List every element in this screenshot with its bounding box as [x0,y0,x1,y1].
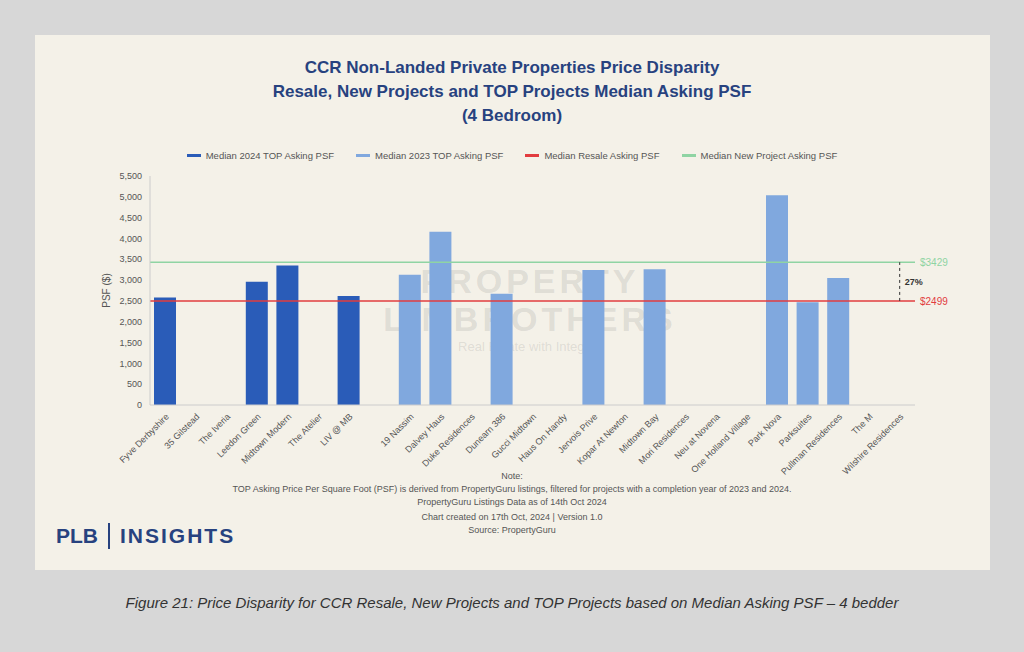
html-text:PROPERTY: PROPERTY [420,262,640,300]
svg-text:5,500: 5,500 [119,171,142,181]
svg-text:19 Nassim: 19 Nassim [378,411,416,449]
svg-text:3,000: 3,000 [119,275,142,285]
svg-text:$3429: $3429 [920,257,948,268]
html-text:LIMBROTHERS: LIMBROTHERS [383,300,677,338]
svg-text:3,500: 3,500 [119,254,142,264]
svg-text:PSF ($): PSF ($) [101,273,112,307]
svg-text:27%: 27% [905,277,923,287]
html-text:PropertyGuru Listings Data as: PropertyGuru Listings Data as of 14th Oc… [417,497,607,507]
html-text:Median 2023 TOP Asking PSF: Median 2023 TOP Asking PSF [375,150,504,161]
svg-text:Gucci Midtown: Gucci Midtown [489,411,539,461]
svg-text:Fyve Derbyshire: Fyve Derbyshire [118,412,171,465]
svg-text:Duke Residences: Duke Residences [420,411,477,468]
svg-text:Midtown Bay: Midtown Bay [617,411,661,456]
svg-text:Mori Residences: Mori Residences [637,411,692,466]
svg-text:Leedon Green: Leedon Green [215,411,263,460]
svg-text:1,500: 1,500 [119,338,142,348]
svg-text:Parksuites: Parksuites [776,411,814,449]
svg-text:4,000: 4,000 [119,234,142,244]
html-text:Source: PropertyGuru: Source: PropertyGuru [468,525,556,535]
svg-text:2,000: 2,000 [119,317,142,327]
html-text:Median Resale Asking PSF: Median Resale Asking PSF [544,150,660,161]
html-text:Chart created on 17th Oct, 202: Chart created on 17th Oct, 2024 | Versio… [421,512,603,522]
svg-text:Dalvey Haus: Dalvey Haus [403,411,447,455]
html-text:Median 2024 TOP Asking PSF: Median 2024 TOP Asking PSF [205,150,334,161]
html-text:CCR Non-Landed Private Propert: CCR Non-Landed Private Properties Price … [304,58,720,77]
svg-text:One Holland Village: One Holland Village [689,412,752,475]
svg-text:Wilshire Residences: Wilshire Residences [841,411,906,476]
html-text:Figure 21: Price Disparity for: Figure 21: Price Disparity for CCR Resal… [125,594,899,611]
svg-text:The M: The M [850,412,875,437]
html-text:Note:: Note: [501,471,523,481]
svg-text:4,500: 4,500 [119,213,142,223]
svg-text:500: 500 [127,379,142,389]
html-text:Resale, New Projects and TOP P: Resale, New Projects and TOP Projects Me… [272,82,752,101]
html-text:INSIGHTS: INSIGHTS [120,524,236,547]
svg-text:LIV @ MB: LIV @ MB [318,412,354,448]
html-text:Real Estate with Integrity: Real Estate with Integrity [458,339,602,354]
svg-text:Jervois Prive: Jervois Prive [555,411,600,456]
svg-text:Midtown Modern: Midtown Modern [239,412,293,466]
svg-text:0: 0 [137,400,142,410]
svg-text:Kopar At Newton: Kopar At Newton [575,412,630,467]
html-text:TOP Asking Price Per Square Fo: TOP Asking Price Per Square Foot (PSF) i… [232,484,792,494]
svg-text:The Atelier: The Atelier [286,412,323,449]
svg-text:Park Nova: Park Nova [746,411,783,449]
html-text:PLB: PLB [56,524,98,547]
svg-text:Haus On Handy: Haus On Handy [516,411,569,464]
svg-text:1,000: 1,000 [119,359,142,369]
svg-text:Pullman Residences: Pullman Residences [779,411,844,476]
html-text:(4 Bedroom): (4 Bedroom) [461,106,563,125]
svg-text:$2499: $2499 [920,296,948,307]
svg-text:2,500: 2,500 [119,296,142,306]
svg-text:5,000: 5,000 [119,192,142,202]
svg-text:35 Gilstead: 35 Gilstead [162,412,201,451]
svg-text:Neu at Novena: Neu at Novena [672,411,722,462]
html-text:Median New Project Asking PSF: Median New Project Asking PSF [700,150,838,161]
svg-text:Dunearn 386: Dunearn 386 [463,411,508,456]
svg-text:The Iveria: The Iveria [196,411,233,447]
